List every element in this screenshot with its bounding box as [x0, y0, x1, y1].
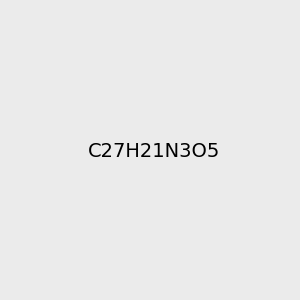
Text: C27H21N3O5: C27H21N3O5	[88, 142, 220, 161]
